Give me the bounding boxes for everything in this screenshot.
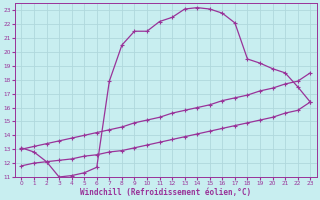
X-axis label: Windchill (Refroidissement éolien,°C): Windchill (Refroidissement éolien,°C) <box>80 188 252 197</box>
